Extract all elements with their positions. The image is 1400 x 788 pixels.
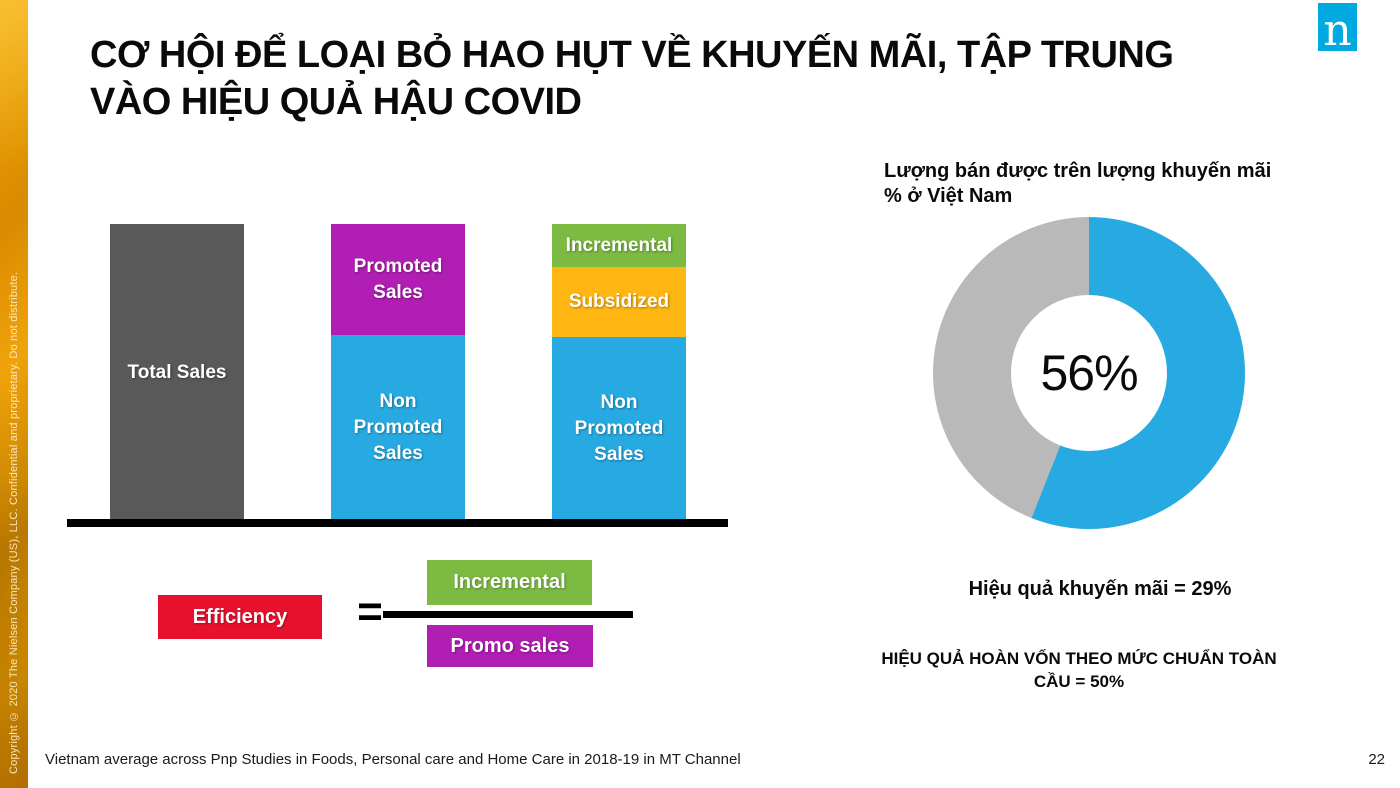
formula-numerator-label: Incremental [453,571,566,593]
bar-chart-baseline [67,519,728,527]
bar-segment-label: Subsidized [568,290,670,312]
donut-chart-title: Lượng bán được trên lượng khuyến mãi % ở… [884,159,1344,209]
slide-title: CƠ HỘI ĐỂ LOẠI BỎ HAO HỤT VỀ KHUYẾN MÃI,… [90,32,1280,126]
bar-segment-total-sales: Total Sales [110,224,244,521]
bar-segment-non-promoted-sales: Non Promoted Sales [331,335,465,521]
donut-chart-title-line-2: % ở Việt Nam [884,185,1013,207]
page-number: 22 [1368,751,1385,768]
efficiency-label: Efficiency [192,605,288,628]
bar-segment-incremental: Incremental [552,224,686,268]
formula-denominator-box: Promo sales [427,625,593,667]
bar-segment-label: Incremental [565,234,673,256]
formula-numerator-box: Incremental [427,560,592,605]
bar-segment-label: Non Promoted Sales [353,391,443,465]
bar-segment-label: Non Promoted Sales [574,391,664,465]
equals-sign: = [357,587,383,636]
bar-segment-label: Total Sales [127,361,227,383]
global-benchmark-note-line-1: HIỆU QUẢ HOÀN VỐN THEO MỨC CHUẨN TOÀN [881,649,1277,668]
global-benchmark-note-line-2: CẦU = 50% [1033,672,1125,691]
nielsen-logo-letter: n [1323,5,1352,56]
slide-title-line-2: VÀO HIỆU QUẢ HẬU COVID [90,81,582,123]
source-note: Vietnam average across Pnp Studies in Fo… [45,751,741,768]
donut-center-value: 56% [1040,345,1138,401]
bar-segment-non-promoted-sales: Non Promoted Sales [552,336,686,521]
efficiency-label-box: Efficiency [158,595,322,639]
donut-chart-title-line-1: Lượng bán được trên lượng khuyến mãi [884,160,1272,182]
bar-segment-label: Promoted Sales [353,255,443,303]
nielsen-logo: n [1318,3,1357,56]
donut-chart-hole: 56% [1011,295,1167,451]
bar-total-sales: Total Sales [110,224,244,521]
global-benchmark-note: HIỆU QUẢ HOÀN VỐN THEO MỨC CHUẨN TOÀN CẦ… [844,647,1314,693]
formula-denominator-label: Promo sales [450,634,570,657]
donut-chart: 56% [933,217,1245,529]
fraction-line [383,611,633,618]
slide-title-line-1: CƠ HỘI ĐỂ LOẠI BỎ HAO HỤT VỀ KHUYẾN MÃI,… [90,34,1174,76]
bar-promo-decomposition: Incremental Subsidized Non Promoted Sale… [552,224,686,521]
decorative-side-strip: Copyright © 2020 The Nielsen Company (US… [0,0,28,788]
bar-promoted-split: Promoted Sales Non Promoted Sales [331,224,465,521]
copyright-text: Copyright © 2020 The Nielsen Company (US… [8,271,20,774]
bar-segment-promoted-sales: Promoted Sales [331,224,465,336]
promo-efficiency-note: Hiệu quả khuyến mãi = 29% [968,578,1232,600]
bar-segment-subsidized: Subsidized [552,267,686,337]
